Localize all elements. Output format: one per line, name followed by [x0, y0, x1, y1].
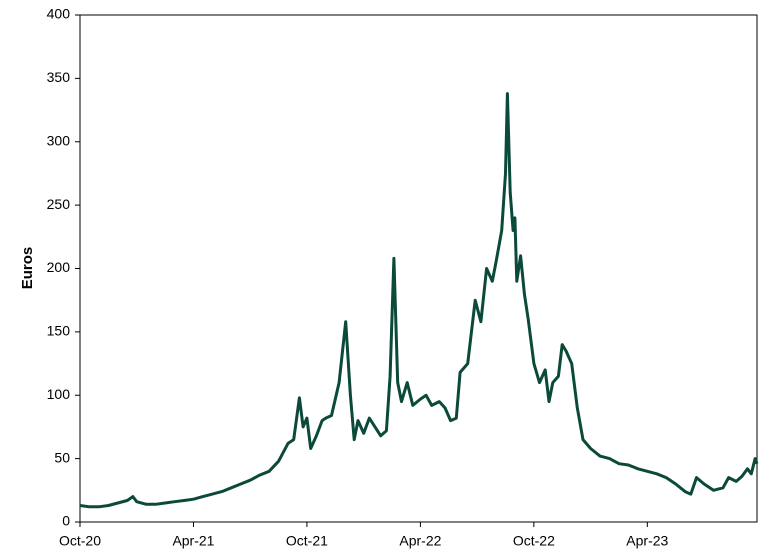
y-tick-label: 350	[47, 69, 71, 85]
price-line	[79, 92, 759, 509]
x-tick-label: Oct-21	[286, 533, 328, 549]
y-axis-label: Euros	[19, 247, 36, 290]
x-tick-label: Apr-21	[172, 533, 214, 549]
y-tick-label: 100	[47, 386, 71, 402]
y-tick-label: 50	[54, 449, 70, 465]
y-tick-label: 200	[47, 259, 71, 275]
x-tick-label: Oct-20	[59, 533, 101, 549]
y-tick-label: 250	[47, 196, 71, 212]
x-tick-label: Apr-23	[626, 533, 668, 549]
x-tick-label: Apr-22	[399, 533, 441, 549]
y-tick-label: 0	[62, 513, 70, 529]
plot-frame	[79, 14, 758, 523]
y-tick-label: 150	[47, 323, 71, 339]
x-tick-label: Oct-22	[513, 533, 555, 549]
y-tick-label: 300	[47, 132, 71, 148]
y-tick-label: 400	[47, 6, 71, 22]
